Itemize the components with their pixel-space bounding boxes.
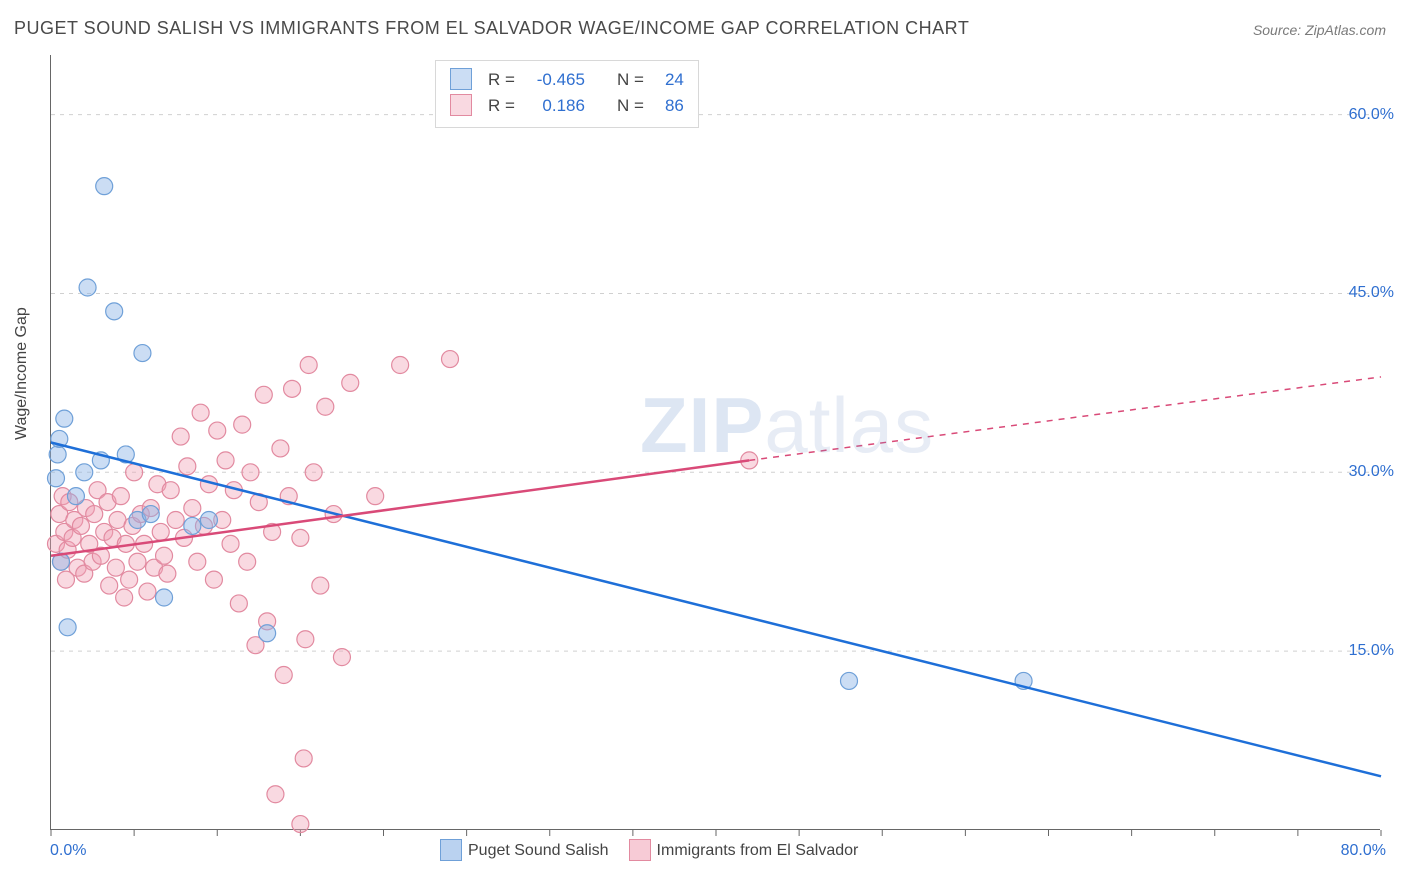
y-tick-label: 30.0% (1349, 463, 1394, 481)
data-point (222, 535, 239, 552)
data-point (172, 428, 189, 445)
data-point (342, 374, 359, 391)
legend-bottom: Puget Sound Salish Immigrants from El Sal… (440, 840, 858, 862)
stats-r-label: R = (488, 93, 515, 119)
stats-n-value: 86 (654, 93, 684, 119)
data-point (76, 464, 93, 481)
data-point (272, 440, 289, 457)
data-point (47, 470, 64, 487)
data-point (841, 672, 858, 689)
data-point (317, 398, 334, 415)
data-point (292, 816, 309, 833)
data-point (300, 357, 317, 374)
data-point (67, 488, 84, 505)
legend-label: Puget Sound Salish (468, 842, 609, 859)
data-point (259, 625, 276, 642)
plot-area (50, 55, 1380, 830)
data-point (112, 488, 129, 505)
data-point (234, 416, 251, 433)
legend-swatch (629, 839, 651, 861)
regression-line-dashed (749, 377, 1381, 460)
y-tick-label: 60.0% (1349, 106, 1394, 124)
data-point (139, 583, 156, 600)
data-point (129, 553, 146, 570)
legend-swatch (440, 839, 462, 861)
data-point (152, 523, 169, 540)
data-point (295, 750, 312, 767)
data-point (79, 279, 96, 296)
plot-svg (51, 55, 1380, 829)
data-point (297, 631, 314, 648)
legend-item: Immigrants from El Salvador (629, 840, 859, 862)
data-point (239, 553, 256, 570)
y-tick-label: 45.0% (1349, 284, 1394, 302)
data-point (275, 667, 292, 684)
data-point (96, 178, 113, 195)
chart-title: PUGET SOUND SALISH VS IMMIGRANTS FROM EL… (14, 18, 969, 39)
data-point (217, 452, 234, 469)
data-point (392, 357, 409, 374)
data-point (242, 464, 259, 481)
data-point (442, 351, 459, 368)
data-point (179, 458, 196, 475)
chart-container: PUGET SOUND SALISH VS IMMIGRANTS FROM EL… (0, 0, 1406, 892)
data-point (121, 571, 138, 588)
legend-item: Puget Sound Salish (440, 840, 609, 862)
data-point (192, 404, 209, 421)
data-point (230, 595, 247, 612)
data-point (107, 559, 124, 576)
data-point (167, 512, 184, 529)
data-point (189, 553, 206, 570)
data-point (159, 565, 176, 582)
data-point (255, 386, 272, 403)
regression-line (51, 443, 1381, 777)
data-point (101, 577, 118, 594)
data-point (116, 589, 133, 606)
stats-n-label: N = (617, 67, 644, 93)
data-point (86, 506, 103, 523)
data-point (333, 649, 350, 666)
data-point (267, 786, 284, 803)
stats-r-label: R = (488, 67, 515, 93)
data-point (184, 517, 201, 534)
legend-swatch (450, 94, 472, 116)
data-point (106, 303, 123, 320)
stats-r-value: -0.465 (525, 67, 585, 93)
legend-label: Immigrants from El Salvador (657, 842, 859, 859)
data-point (156, 589, 173, 606)
data-point (205, 571, 222, 588)
data-point (284, 380, 301, 397)
data-point (209, 422, 226, 439)
data-point (156, 547, 173, 564)
y-tick-label: 15.0% (1349, 642, 1394, 660)
data-point (312, 577, 329, 594)
data-point (72, 517, 89, 534)
data-point (305, 464, 322, 481)
data-point (59, 619, 76, 636)
stats-n-label: N = (617, 93, 644, 119)
data-point (126, 464, 143, 481)
data-point (56, 410, 73, 427)
stats-row: R = 0.186 N = 86 (450, 93, 684, 119)
data-point (200, 512, 217, 529)
y-axis-label: Wage/Income Gap (13, 307, 31, 440)
data-point (184, 500, 201, 517)
data-point (142, 506, 159, 523)
x-axis-min-label: 0.0% (50, 842, 86, 860)
data-point (134, 345, 151, 362)
stats-n-value: 24 (654, 67, 684, 93)
x-axis-max-label: 80.0% (1341, 842, 1386, 860)
data-point (162, 482, 179, 499)
stats-legend-box: R = -0.465 N = 24 R = 0.186 N = 86 (435, 60, 699, 128)
data-point (367, 488, 384, 505)
source-label: Source: ZipAtlas.com (1253, 22, 1386, 38)
data-point (292, 529, 309, 546)
stats-r-value: 0.186 (525, 93, 585, 119)
legend-swatch (450, 68, 472, 90)
data-point (49, 446, 66, 463)
stats-row: R = -0.465 N = 24 (450, 67, 684, 93)
